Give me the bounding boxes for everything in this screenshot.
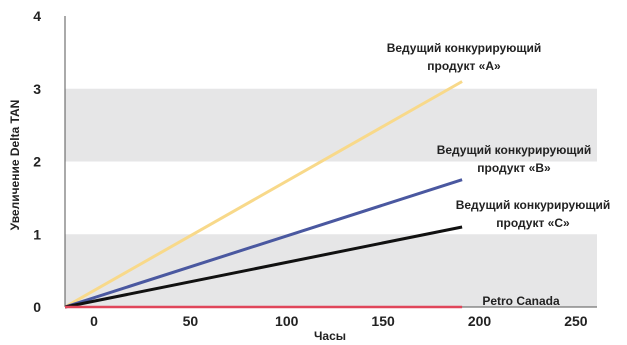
y-tick-label: 4 — [33, 8, 41, 24]
x-tick-label: 250 — [564, 313, 588, 329]
series-annotation: продукт «A» — [427, 59, 501, 73]
x-tick-label: 100 — [275, 313, 299, 329]
series-line-2 — [64, 178, 463, 309]
x-tick-label: 150 — [371, 313, 395, 329]
y-axis-label: Увеличение Delta TAN — [8, 100, 22, 231]
series-lines — [64, 80, 463, 309]
x-tick-label: 50 — [183, 313, 199, 329]
grid-bands — [65, 88, 597, 307]
x-tick-labels: 0 50 100 150 200 250 — [90, 313, 588, 329]
series-annotation: Petro Canada — [482, 294, 560, 308]
series-annotation: продукт «C» — [496, 216, 570, 230]
x-axis-label: Часы — [314, 329, 346, 343]
x-tick-label: 200 — [468, 313, 492, 329]
y-tick-labels: 0 1 2 3 4 — [33, 8, 41, 315]
grid-band — [65, 234, 597, 307]
y-tick-label: 1 — [33, 226, 41, 242]
series-annotation: Ведущий конкурирующий — [387, 41, 542, 55]
grid-band — [65, 88, 597, 162]
y-tick-label: 0 — [33, 299, 41, 315]
series-line-1 — [64, 80, 463, 309]
series-annotations: Ведущий конкурирующий продукт «A» Ведущий … — [387, 41, 611, 308]
series-annotation: Ведущий конкурирующий — [456, 198, 611, 212]
series-line-3 — [64, 225, 463, 309]
y-tick-label: 2 — [33, 154, 41, 170]
x-tick-label: 0 — [90, 313, 98, 329]
series-annotation: Ведущий конкурирующий — [437, 143, 592, 157]
series-annotation: продукт «B» — [477, 161, 551, 175]
y-tick-label: 3 — [33, 81, 41, 97]
